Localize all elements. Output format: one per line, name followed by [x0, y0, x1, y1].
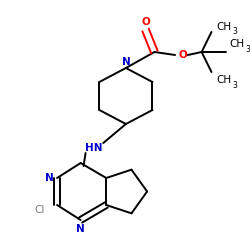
Text: O: O [141, 17, 150, 27]
Text: HN: HN [85, 143, 102, 153]
Text: 3: 3 [232, 28, 237, 36]
Text: 3: 3 [245, 44, 250, 54]
Text: CH: CH [216, 75, 232, 85]
Text: N: N [122, 57, 130, 67]
Text: CH: CH [229, 39, 244, 49]
Text: Cl: Cl [34, 205, 44, 215]
Text: CH: CH [216, 22, 232, 32]
Text: N: N [76, 224, 85, 234]
Text: N: N [45, 173, 54, 183]
Text: O: O [178, 50, 187, 60]
Text: 3: 3 [232, 80, 237, 90]
